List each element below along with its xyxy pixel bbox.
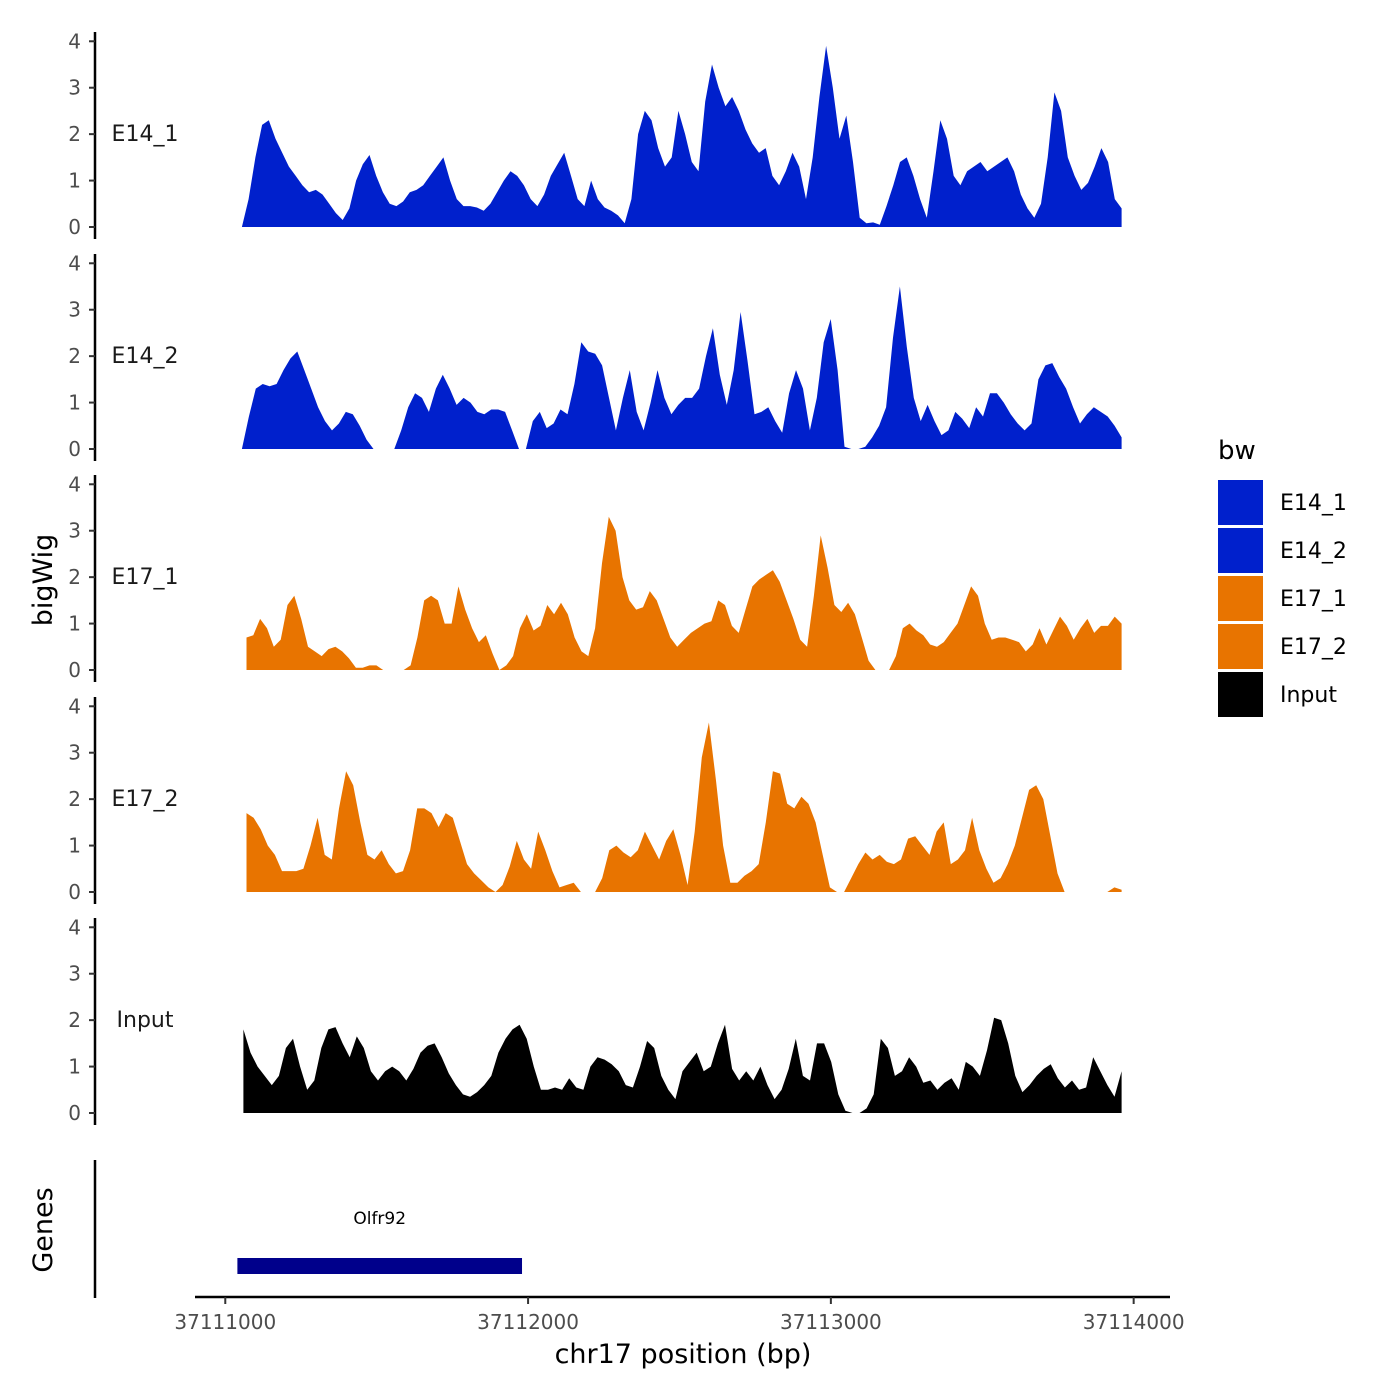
track-label: E17_2 — [112, 787, 179, 812]
track-e17-2: 0 1 2 3 4 E17_2 — [68, 694, 1122, 904]
signal-tracks: 0 1 2 3 4 E14_1 0 1 2 3 4 E14_2 0 1 2 3 4 E17_1 0 1 2 3 4 E17_2… — [68, 29, 1122, 1125]
y-tick-label: 4 — [68, 915, 81, 939]
x-axis-title: chr17 position (bp) — [555, 1339, 812, 1370]
y-tick-label: 0 — [68, 880, 81, 904]
x-tick-label: 37112000 — [477, 1310, 579, 1334]
legend-label: E14_1 — [1280, 491, 1347, 516]
y-tick-label: 0 — [68, 215, 81, 239]
gene-label: Olfr92 — [353, 1209, 406, 1229]
legend-swatch — [1218, 480, 1263, 525]
x-axis: 37111000 37112000 37113000 37114000 — [174, 1295, 1185, 1334]
y-tick-label: 3 — [68, 741, 81, 765]
y-tick-label: 4 — [68, 472, 81, 496]
y-tick-label: 1 — [68, 1055, 81, 1079]
y-tick-label: 1 — [68, 169, 81, 193]
signal-area-input — [243, 1017, 1122, 1113]
track-e17-1: 0 1 2 3 4 E17_1 — [68, 472, 1122, 682]
track-input: 0 1 2 3 4 Input — [68, 915, 1122, 1125]
legend-label: Input — [1280, 683, 1337, 708]
x-tick-label: 37114000 — [1083, 1310, 1185, 1334]
legend-label: E14_2 — [1280, 539, 1347, 564]
y-axis-title: bigWig — [28, 534, 59, 627]
y-tick-label: 2 — [68, 344, 81, 368]
track-label: E17_1 — [112, 565, 179, 590]
y-tick-label: 4 — [68, 251, 81, 275]
y-tick-label: 3 — [68, 298, 81, 322]
y-tick-label: 3 — [68, 962, 81, 986]
legend-label: E17_2 — [1280, 635, 1347, 660]
legend-swatch — [1218, 576, 1263, 621]
y-tick-label: 1 — [68, 612, 81, 636]
legend-title: bw — [1218, 436, 1256, 466]
y-tick-label: 2 — [68, 122, 81, 146]
gene-bar — [237, 1258, 523, 1274]
y-tick-label: 4 — [68, 29, 81, 53]
y-tick-label: 3 — [68, 76, 81, 100]
y-tick-label: 4 — [68, 694, 81, 718]
y-tick-label: 2 — [68, 565, 81, 589]
track-e14-2: 0 1 2 3 4 E14_2 — [68, 251, 1122, 461]
y-tick-label: 3 — [68, 519, 81, 543]
gene-panel: Olfr92 — [93, 1160, 523, 1298]
track-label: E14_1 — [112, 122, 179, 147]
track-e14-1: 0 1 2 3 4 E14_1 — [68, 29, 1122, 239]
legend-label: E17_1 — [1280, 587, 1347, 612]
legend-swatch — [1218, 624, 1263, 669]
track-label: E14_2 — [112, 344, 179, 369]
y-tick-label: 1 — [68, 834, 81, 858]
track-label: Input — [117, 1008, 174, 1033]
x-tick-label: 37113000 — [780, 1310, 882, 1334]
signal-area-e14-2 — [241, 286, 1122, 449]
y-tick-label: 2 — [68, 787, 81, 811]
genes-axis-title: Genes — [28, 1187, 59, 1272]
y-tick-label: 0 — [68, 658, 81, 682]
y-tick-label: 1 — [68, 391, 81, 415]
y-tick-label: 2 — [68, 1008, 81, 1032]
signal-area-e14-1 — [241, 45, 1122, 228]
legend-swatch — [1218, 672, 1263, 717]
y-tick-label: 0 — [68, 1101, 81, 1125]
signal-area-e17-2 — [246, 722, 1122, 892]
x-tick-label: 37111000 — [174, 1310, 276, 1334]
legend-swatch — [1218, 528, 1263, 573]
legend: bw E14_1 E14_2 E17_1 E17_2 Input — [1218, 436, 1347, 717]
signal-area-e17-1 — [246, 516, 1122, 670]
y-tick-label: 0 — [68, 437, 81, 461]
